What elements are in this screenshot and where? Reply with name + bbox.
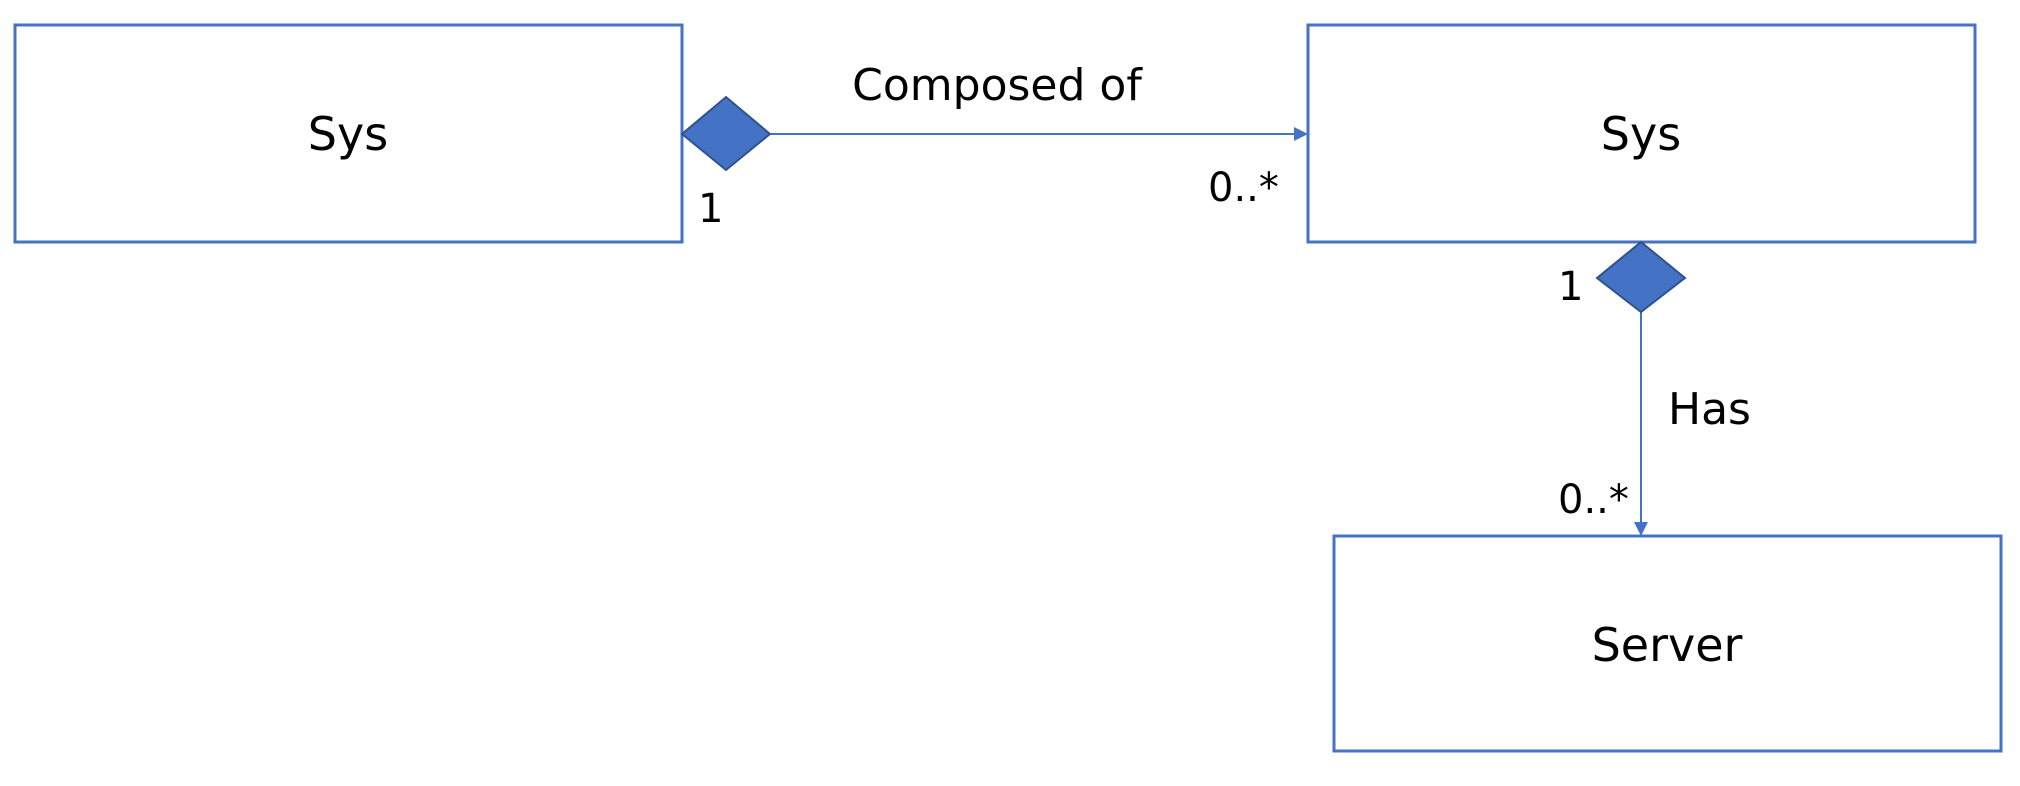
edge-composed-of-diamond <box>680 95 772 172</box>
class-label-sys-right: Sys <box>1601 107 1681 161</box>
edge-composed-of[interactable]: Composed of 1 0..* <box>680 60 1308 232</box>
edge-composed-of-source-multiplicity: 1 <box>698 186 723 232</box>
edge-has[interactable]: Has 1 0..* <box>1558 240 1751 536</box>
class-label-server: Server <box>1592 618 1743 672</box>
edge-composed-of-label: Composed of <box>852 60 1143 111</box>
class-box-server[interactable]: Server <box>1332 534 2003 753</box>
edge-composed-of-arrowhead <box>1294 127 1308 141</box>
edge-has-arrowhead <box>1634 522 1648 536</box>
edge-has-source-multiplicity: 1 <box>1558 264 1583 310</box>
class-box-sys-right[interactable]: Sys <box>1306 23 1977 244</box>
edge-composed-of-target-multiplicity: 0..* <box>1208 165 1279 211</box>
edge-has-diamond <box>1595 240 1687 314</box>
edge-has-target-multiplicity: 0..* <box>1558 477 1629 523</box>
class-box-sys-left[interactable]: Sys <box>13 23 684 244</box>
class-label-sys-left: Sys <box>308 107 388 161</box>
edge-has-label: Has <box>1668 384 1751 435</box>
